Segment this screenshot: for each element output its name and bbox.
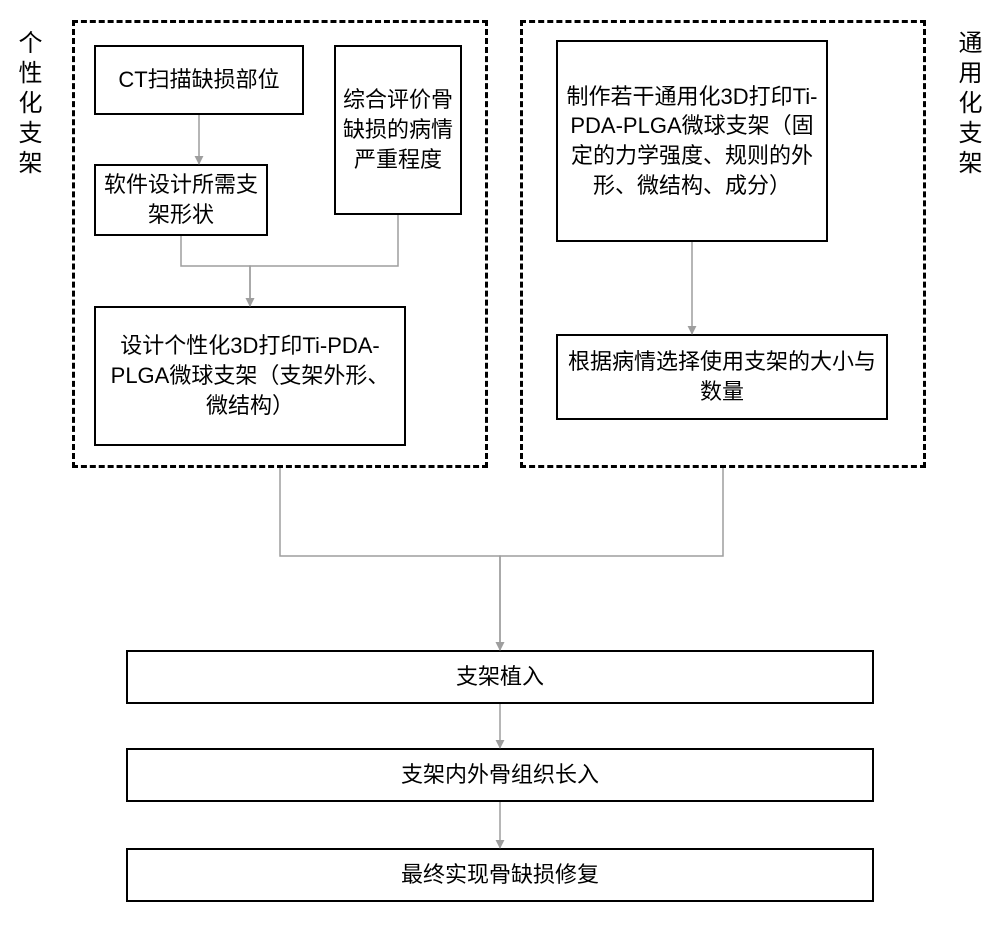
node-repair: 最终实现骨缺损修复 — [126, 848, 874, 902]
node-ct-scan: CT扫描缺损部位 — [94, 45, 304, 115]
node-make-general: 制作若干通用化3D打印Ti-PDA-PLGA微球支架（固定的力学强度、规则的外形… — [556, 40, 828, 242]
side-label-left: 个性化支架 — [10, 30, 45, 180]
node-severity-eval: 综合评价骨缺损的病情严重程度 — [334, 45, 462, 215]
side-label-right: 通用化支架 — [950, 30, 985, 180]
node-implant: 支架植入 — [126, 650, 874, 704]
edge-left_group-n_implant — [280, 468, 500, 650]
flowchart-canvas: 个性化支架 通用化支架 CT扫描缺损部位 综合评价骨缺损的病情严重程度 软件设计… — [0, 0, 1000, 926]
node-software-design: 软件设计所需支架形状 — [94, 164, 268, 236]
node-personalized-design: 设计个性化3D打印Ti-PDA-PLGA微球支架（支架外形、微结构） — [94, 306, 406, 446]
edge-right_group-n_implant — [500, 468, 723, 650]
node-ingrowth: 支架内外骨组织长入 — [126, 748, 874, 802]
node-select-size-qty: 根据病情选择使用支架的大小与数量 — [556, 334, 888, 420]
